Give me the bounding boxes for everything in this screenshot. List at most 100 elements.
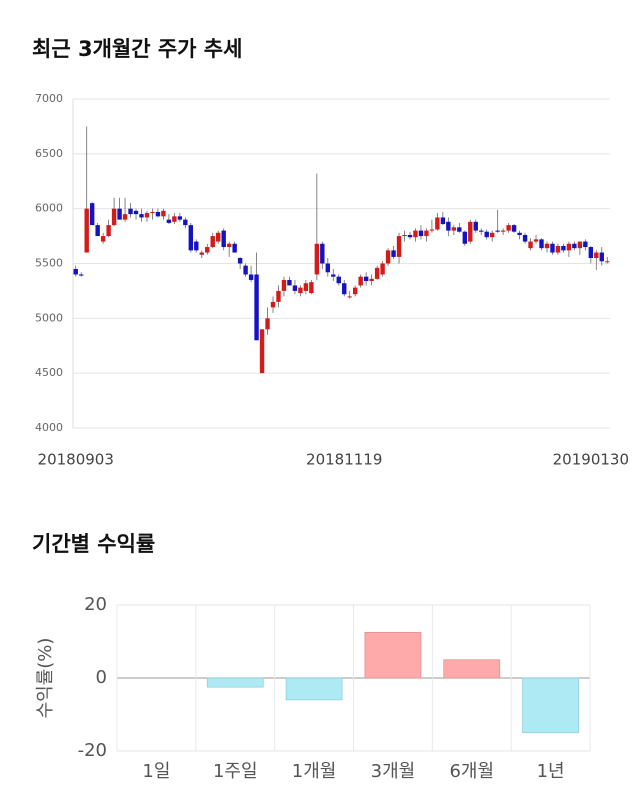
candle-body [385,250,391,264]
candle-body [331,274,336,277]
candle-body [243,265,248,275]
candle-body [462,231,467,244]
candle-body [117,208,122,220]
candle-body [265,318,270,330]
candle-body [161,210,166,217]
candle-body [561,245,566,251]
y-tick-label: 7000 [35,92,63,105]
y-tick-label: 4000 [35,421,63,434]
x-tick-label: 20190130 [553,451,629,469]
candle-body [468,221,473,242]
y-tick-label: 5000 [35,311,63,324]
bar [443,659,501,679]
candle-body [73,268,78,275]
candle-body [298,287,303,294]
candle-body [139,214,144,218]
candle-body [391,250,396,257]
candle-body [566,243,572,251]
candle-body [511,225,517,232]
candle-body [336,276,341,284]
candle-body [451,227,457,231]
candle-body [270,301,276,308]
candle-body [172,216,177,222]
candle-body [528,241,533,249]
candle-body [144,213,150,218]
candle-body [226,243,232,248]
x-tick-label: 20180903 [38,451,114,469]
x-tick-label: 3개월 [371,761,416,782]
candle-body [309,282,314,294]
candle-body [407,234,413,238]
candle-body [473,221,478,231]
candle-body [150,211,155,214]
candle-body [281,279,287,291]
candle-body [237,258,243,264]
candle-body [325,263,331,273]
y-tick-label: 6000 [35,202,63,215]
candle-body [413,230,418,238]
candle-body [106,225,111,237]
candle-body [303,283,309,291]
candle-body [259,329,265,374]
candle-body [435,217,440,230]
candle-body [199,252,204,255]
candle-body [128,208,133,215]
candle-body [500,230,506,232]
bar [364,632,422,679]
chart-title: 기간별 수익률 [32,532,155,556]
candle-body [183,219,188,226]
candle-body [314,243,320,275]
candle-body [550,243,555,253]
bar [522,677,579,734]
candle-body [287,279,292,286]
x-tick-label: 1주일 [213,761,258,782]
candle-body [440,217,446,225]
candle-body [363,276,369,282]
candle-body [517,232,522,235]
candle-body [111,208,117,226]
candle-body [122,214,128,220]
candle-body [374,267,380,279]
candle-body [605,261,610,263]
candle-body [188,225,194,251]
bar [285,677,343,701]
candle-body [205,247,210,253]
candle-body [489,232,495,238]
candle-body [155,211,161,217]
x-tick-label: 1년 [537,761,565,782]
candle-body [380,263,385,275]
candle-body [495,230,500,232]
candle-body [424,230,429,237]
chart-title: 최근 3개월간 주가 추세 [32,37,242,61]
candle-body [95,225,100,237]
candle-body [594,252,599,259]
candle-body [522,234,528,242]
candle-body [358,276,363,286]
candle-body [577,241,583,249]
y-tick-label: 20 [84,594,107,615]
bar [206,677,264,688]
candle-body [232,243,237,253]
candle-body [457,227,462,232]
y-tick-label: 6500 [35,147,63,160]
candle-body [292,285,298,291]
candle-body [446,221,451,231]
candle-body [79,274,84,276]
candle-body [402,234,407,237]
candle-body [221,230,226,248]
candle-body [599,252,604,262]
candle-body [572,243,577,249]
candle-body [544,243,550,249]
y-tick-label: 0 [96,667,107,688]
candle-body [539,239,544,249]
candle-body [84,208,89,253]
candle-body [276,290,281,302]
x-tick-label: 1개월 [292,761,337,782]
x-tick-label: 1일 [142,761,170,782]
candle-body [133,210,139,215]
candle-body [89,203,95,226]
candle-body [352,287,358,295]
candle-body [369,278,374,282]
candle-body [254,274,259,341]
candle-body [418,230,424,237]
